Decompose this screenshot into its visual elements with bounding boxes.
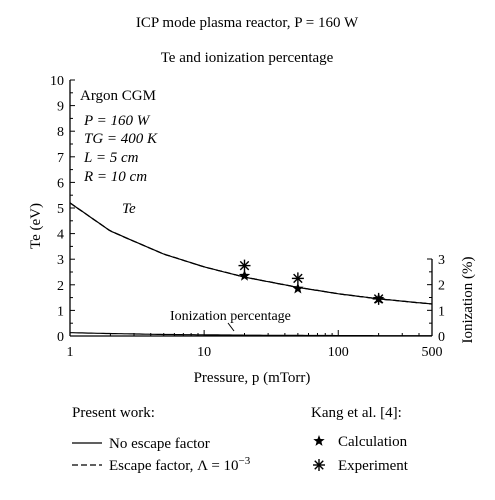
y-tick-label-right: 2 <box>438 279 445 294</box>
x-tick-label: 1 <box>67 345 74 360</box>
x-tick-label: 10 <box>197 345 211 360</box>
legend-experiment-label: Experiment <box>338 458 409 474</box>
legend-escape-exponent: −3 <box>239 455 251 467</box>
x-axis-label: Pressure, p (mTorr) <box>194 370 311 386</box>
calculation-point <box>292 282 304 294</box>
experiment-marker-stroke <box>373 294 384 304</box>
ionization-label-leader <box>227 322 235 332</box>
y-tick-label-left: 1 <box>57 304 64 319</box>
legend-escape-label: Escape factor, Λ = 10−3 <box>109 455 251 474</box>
y-tick-label-left: 6 <box>57 176 64 191</box>
experiment-marker-stroke <box>293 273 303 284</box>
markers-layer <box>238 259 385 305</box>
y-tick-label-right: 0 <box>438 330 445 345</box>
legend-asterisk-glyph <box>313 459 325 471</box>
info-line-5: R = 10 cm <box>83 169 147 185</box>
legend-kang-title: Kang et al. [4]: <box>311 405 402 421</box>
experiment-point <box>372 292 385 305</box>
te-escape-line <box>69 202 433 305</box>
y-tick-label-left: 7 <box>57 151 64 166</box>
calculation-point <box>238 269 251 281</box>
y-tick-label-left: 5 <box>57 202 64 217</box>
y-tick-label-right: 1 <box>438 304 445 319</box>
te-no-escape-line <box>69 202 433 305</box>
y-tick-label-left: 0 <box>57 330 64 345</box>
legend-star-glyph <box>313 435 325 446</box>
chart-subtitle: Te and ionization percentage <box>161 50 334 66</box>
y-tick-label-left: 3 <box>57 253 64 268</box>
info-line-1: Argon CGM <box>80 88 156 104</box>
y-tick-label-left: 9 <box>57 100 64 115</box>
info-line-2: P = 160 W <box>83 113 151 129</box>
te-curve-label: Te <box>122 201 136 217</box>
legend-present-title: Present work: <box>72 405 155 421</box>
info-line-3: TG = 400 K <box>84 131 158 147</box>
y-axis-label-left: Te (eV) <box>28 203 44 249</box>
experiment-marker-stroke <box>239 260 250 271</box>
chart-title: ICP mode plasma reactor, P = 160 W <box>136 15 359 31</box>
series-layer <box>69 202 433 337</box>
ionization-curve-label: Ionization percentage <box>170 309 291 324</box>
y-tick-label-left: 4 <box>57 228 64 243</box>
legend-no-escape-label: No escape factor <box>109 436 210 452</box>
experiment-point <box>238 259 251 272</box>
ionization-line <box>70 332 432 337</box>
y-tick-label-left: 2 <box>57 279 64 294</box>
legend-calculation-marker <box>313 435 325 446</box>
legend-escape-prefix: Escape factor, Λ = 10 <box>109 458 239 474</box>
y-tick-label-right: 3 <box>438 253 445 268</box>
y-tick-label-left: 8 <box>57 125 64 140</box>
legend-calculation-label: Calculation <box>338 434 408 450</box>
legend-experiment-marker <box>313 459 325 471</box>
x-tick-label: 500 <box>422 345 443 360</box>
y-tick-label-left: 10 <box>50 74 64 89</box>
legend: Present work: No escape factor Escape fa… <box>72 405 409 474</box>
info-line-4: L = 5 cm <box>83 150 139 166</box>
info-box: Argon CGM P = 160 W TG = 400 K L = 5 cm … <box>80 88 158 185</box>
x-tick-label: 100 <box>328 345 349 360</box>
experiment-point <box>291 272 304 285</box>
experiment-marker-stroke <box>314 460 324 470</box>
y-axis-label-right: Ionization (%) <box>460 256 476 343</box>
